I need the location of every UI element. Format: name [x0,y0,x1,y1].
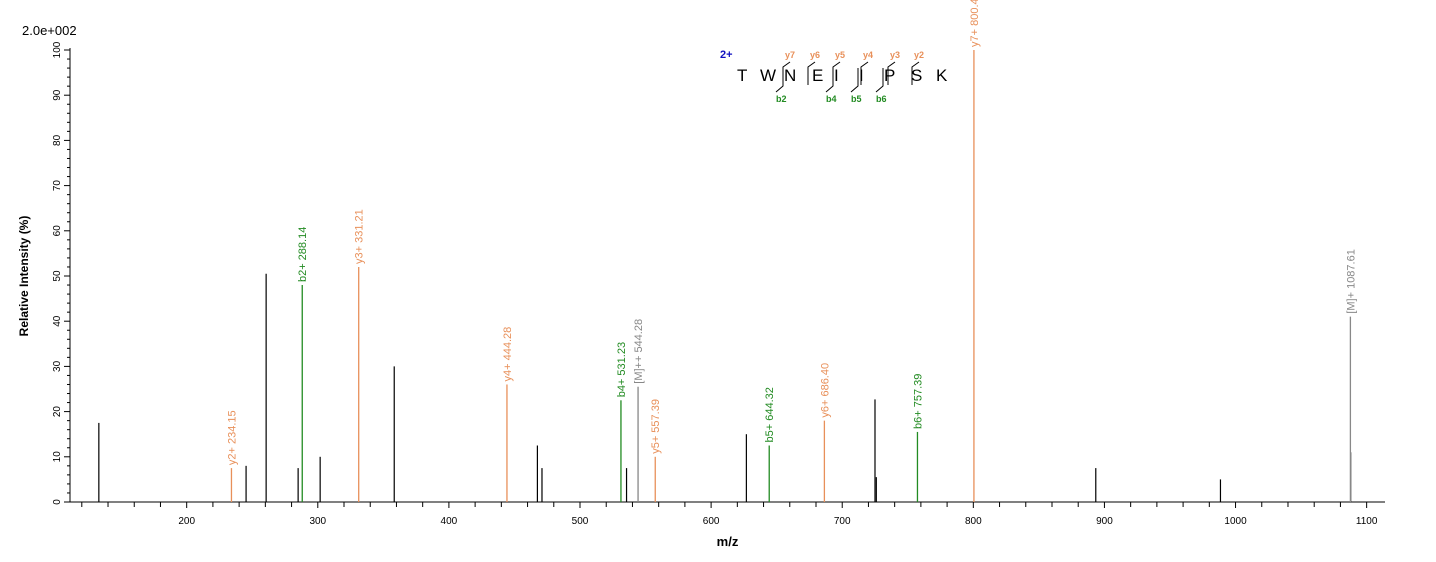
peak-label: [M]++ 544.28 [633,319,645,384]
y-ion-marker: y6 [810,50,821,60]
peak-label: y7+ 800.46 [969,0,981,47]
y-cleavage-mark [807,61,816,85]
y-tick-label: 10 [52,451,63,463]
y-ion-marker: y7 [785,50,796,60]
peak-label: y3+ 331.21 [354,209,366,264]
b-ion-marker: b6 [876,94,887,104]
x-tick-label: 800 [965,516,982,527]
peak-label: y4+ 444.28 [502,327,514,382]
b-cleavage-mark [850,68,859,93]
y-ion-marker: y4 [863,50,874,60]
y-axis-label: Relative Intensity (%) [17,216,31,337]
x-tick-label: 1000 [1224,516,1247,527]
x-tick-label: 400 [441,516,458,527]
b-cleavage-mark [825,68,834,93]
y-cleavage-mark [887,61,896,85]
y-cleavage-mark [911,61,920,85]
peak-label: y2+ 234.15 [226,410,238,465]
x-tick-label: 300 [309,516,326,527]
x-tick-label: 700 [834,516,851,527]
y-ion-marker: y3 [890,50,901,60]
y-tick-label: 20 [52,406,63,418]
b-cleavage-mark [775,68,784,93]
residue: K [936,66,948,85]
charge-state: 2+ [720,49,733,61]
peak-label: [M]+ 1087.61 [1345,249,1357,314]
peak-label: b2+ 288.14 [297,227,309,282]
x-axis-label: m/z [717,534,739,549]
b-ion-marker: b2 [776,94,787,104]
y-tick-label: 60 [52,225,63,237]
residue: S [911,66,923,85]
y-cleavage-mark [860,61,869,85]
x-tick-label: 900 [1096,516,1113,527]
x-tick-label: 200 [178,516,195,527]
peak-label: y6+ 686.40 [819,363,831,418]
y-cleavage-mark [782,61,791,85]
residue: T [737,66,748,85]
b-ion-marker: b4 [826,94,837,104]
residue: P [884,66,896,85]
b-cleavage-mark [875,68,884,93]
y-ion-marker: y2 [914,50,925,60]
peak-label: y5+ 557.39 [650,399,662,454]
residue: N [784,66,797,85]
x-tick-label: 1100 [1356,516,1378,527]
y-tick-label: 70 [52,180,63,192]
x-tick-label: 500 [572,516,589,527]
y-tick-label: 90 [52,89,63,101]
y-tick-label: 100 [52,41,63,58]
y-tick-label: 50 [52,270,63,282]
y-ion-marker: y5 [835,50,846,60]
residue: E [812,66,824,85]
y-tick-label: 30 [52,360,63,372]
y-cleavage-mark [832,61,841,85]
intensity-scale-label: 2.0e+002 [22,23,77,38]
y-tick-label: 0 [52,499,63,505]
y-tick-label: 80 [52,134,63,146]
x-tick-label: 600 [703,516,720,527]
peak-label: b4+ 531.23 [616,342,628,397]
peak-label: b6+ 757.39 [912,374,924,429]
residue: I [834,66,839,85]
peak-label: b5+ 644.32 [764,387,776,442]
residue: W [760,66,777,85]
y-tick-label: 40 [52,315,63,327]
b-ion-marker: b5 [851,94,862,104]
